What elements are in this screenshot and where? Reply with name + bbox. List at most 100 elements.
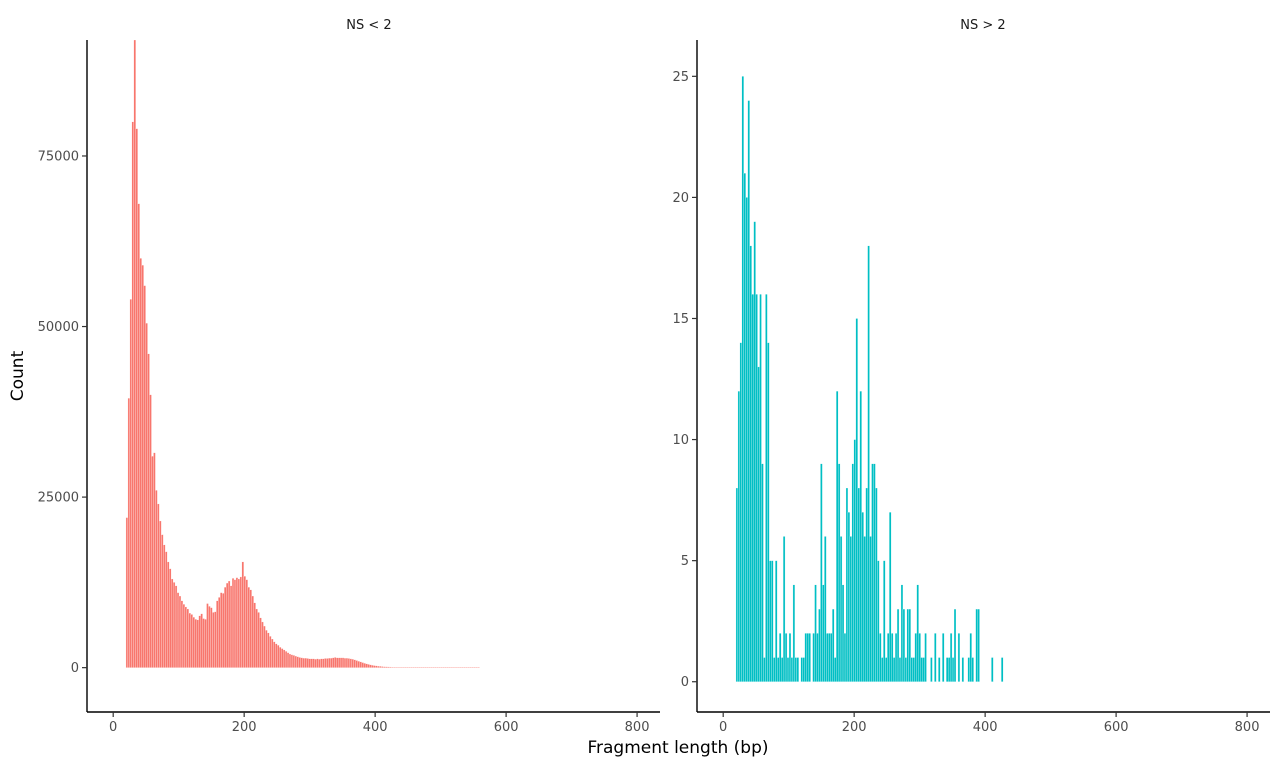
bar-ns-lt-2-60 <box>151 456 154 668</box>
x-ticks-left: 0 200 400 600 800 <box>109 712 649 735</box>
bar-ns-lt-2-471 <box>420 666 423 668</box>
bar-ns-gt-2-390 <box>977 608 980 682</box>
bar-ns-gt-2-366 <box>961 657 964 682</box>
bar-ns-gt-2-156 <box>824 536 827 682</box>
bar-ns-gt-2-63 <box>763 657 766 682</box>
bar-ns-gt-2-57 <box>759 294 762 682</box>
bar-ns-lt-2-540 <box>465 666 468 668</box>
bar-ns-lt-2-465 <box>416 666 419 668</box>
bar-ns-gt-2-381 <box>971 657 974 682</box>
bar-ns-gt-2-216 <box>863 536 866 682</box>
bar-ns-lt-2-285 <box>298 657 301 668</box>
bar-ns-lt-2-54 <box>147 353 150 668</box>
bar-ns-lt-2-396 <box>371 665 374 668</box>
bar-ns-lt-2-354 <box>343 657 347 668</box>
bar-ns-gt-2-66 <box>765 294 768 682</box>
bar-ns-lt-2-210 <box>249 589 252 668</box>
bar-ns-gt-2-306 <box>922 657 925 682</box>
bar-ns-lt-2-129 <box>196 619 199 668</box>
bar-ns-lt-2-270 <box>288 653 292 668</box>
bar-ns-lt-2-327 <box>326 658 329 668</box>
bar-ns-lt-2-531 <box>459 666 463 668</box>
bar-ns-gt-2-246 <box>883 560 886 682</box>
bar-ns-gt-2-351 <box>951 657 955 682</box>
bar-ns-lt-2-249 <box>275 643 278 668</box>
bar-ns-lt-2-546 <box>469 666 472 668</box>
bar-ns-gt-2-99 <box>786 657 790 682</box>
bar-ns-gt-2-177 <box>837 463 841 682</box>
facet-title-ns-gt-2: NS > 2 <box>960 18 1005 33</box>
bar-ns-gt-2-294 <box>914 633 917 682</box>
bar-ns-lt-2-339 <box>334 657 337 668</box>
bar-ns-lt-2-126 <box>194 619 197 668</box>
x-tick-label-ns-gt-2-800: 800 <box>1235 720 1260 735</box>
bar-ns-gt-2-138 <box>812 633 815 682</box>
bar-ns-lt-2-240 <box>269 636 272 668</box>
bar-ns-gt-2-129 <box>806 633 809 682</box>
bar-ns-lt-2-45 <box>141 265 144 668</box>
bar-ns-lt-2-300 <box>308 658 311 668</box>
bar-ns-gt-2-300 <box>918 633 921 682</box>
x-tick-label-ns-lt-2-200: 200 <box>232 720 257 735</box>
bar-ns-lt-2-99 <box>176 592 180 668</box>
bar-ns-gt-2-192 <box>847 512 851 682</box>
bar-ns-lt-2-504 <box>442 666 445 668</box>
facet-title-ns-lt-2: NS < 2 <box>346 18 391 33</box>
bar-ns-gt-2-198 <box>851 463 854 682</box>
bar-ns-lt-2-453 <box>408 666 411 668</box>
bar-ns-lt-2-492 <box>434 666 437 668</box>
bar-ns-lt-2-534 <box>461 666 464 668</box>
bar-ns-lt-2-498 <box>438 666 441 668</box>
bar-ns-gt-2-264 <box>894 633 898 682</box>
bar-ns-lt-2-288 <box>300 657 303 668</box>
bar-ns-lt-2-267 <box>286 652 290 668</box>
bar-ns-gt-2-54 <box>757 366 760 682</box>
bar-ns-lt-2-459 <box>412 666 415 668</box>
bar-ns-lt-2-312 <box>316 658 319 668</box>
bar-ns-gt-2-108 <box>792 584 796 682</box>
bar-ns-gt-2-30 <box>741 76 744 682</box>
bar-ns-lt-2-519 <box>451 666 455 668</box>
bar-ns-gt-2-243 <box>881 657 884 682</box>
bar-ns-gt-2-195 <box>849 536 852 682</box>
bar-ns-lt-2-417 <box>385 666 388 668</box>
bar-ns-gt-2-345 <box>948 657 951 682</box>
bar-ns-lt-2-120 <box>190 614 193 668</box>
bar-ns-gt-2-231 <box>873 463 876 682</box>
bar-ns-gt-2-360 <box>957 633 961 682</box>
bar-ns-gt-2-111 <box>794 657 797 682</box>
bar-ns-lt-2-198 <box>241 561 244 668</box>
panel-ns-lt-2: NS < 2 0 25000 50000 75000 0 200 400 600 800 <box>38 18 660 735</box>
bar-ns-lt-2-294 <box>304 657 307 668</box>
bar-ns-gt-2-105 <box>790 657 794 682</box>
bar-ns-gt-2-291 <box>912 657 915 682</box>
bar-ns-lt-2-360 <box>347 658 351 668</box>
bar-ns-lt-2-174 <box>226 582 229 668</box>
bar-ns-lt-2-225 <box>259 617 262 668</box>
bar-ns-lt-2-468 <box>418 666 421 668</box>
bar-ns-gt-2-207 <box>857 487 860 682</box>
bar-ns-lt-2-423 <box>389 666 392 668</box>
bar-ns-gt-2-288 <box>910 657 913 682</box>
bar-ns-gt-2-114 <box>796 657 799 682</box>
y-tick-label-ns-lt-2-50000: 50000 <box>38 320 79 335</box>
bar-ns-lt-2-222 <box>257 612 260 668</box>
bar-ns-lt-2-75 <box>161 534 164 668</box>
bar-ns-lt-2-186 <box>233 579 237 668</box>
bar-ns-lt-2-495 <box>436 666 439 668</box>
bar-ns-lt-2-264 <box>284 651 288 668</box>
bar-ns-lt-2-237 <box>267 632 270 668</box>
bar-ns-lt-2-111 <box>184 606 187 668</box>
bar-ns-lt-2-219 <box>255 608 258 668</box>
y-ticks-left: 0 25000 50000 75000 <box>38 149 87 676</box>
bar-ns-gt-2-204 <box>855 318 858 682</box>
bar-ns-lt-2-384 <box>363 663 366 668</box>
bar-ns-lt-2-405 <box>377 665 380 668</box>
bar-ns-gt-2-279 <box>904 657 908 682</box>
bar-ns-lt-2-408 <box>379 666 382 668</box>
x-tick-label-ns-gt-2-400: 400 <box>973 720 998 735</box>
bar-ns-lt-2-279 <box>294 655 298 668</box>
bar-ns-lt-2-447 <box>404 666 408 668</box>
bar-ns-gt-2-87 <box>779 633 782 682</box>
bar-ns-lt-2-234 <box>265 630 268 668</box>
